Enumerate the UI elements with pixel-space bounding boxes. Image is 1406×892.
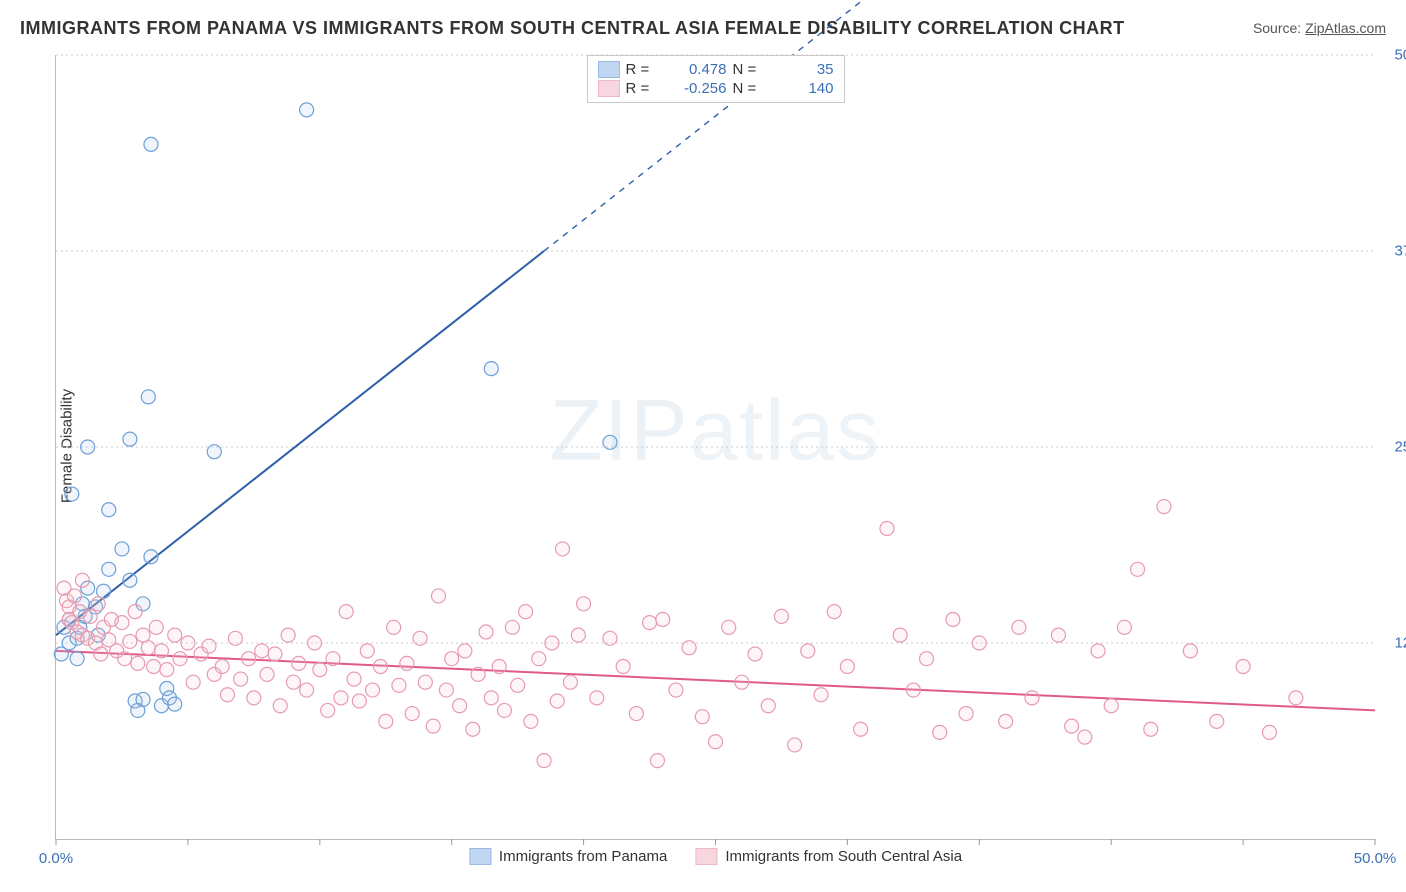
correlation-legend: R = 0.478 N = 35 R = -0.256 N = 140 [587, 55, 845, 103]
legend-r-value: 0.478 [662, 61, 727, 78]
series-legend: Immigrants from Panama Immigrants from So… [469, 848, 962, 865]
legend-n-value: 140 [769, 80, 834, 97]
plot-svg [56, 55, 1375, 839]
corr-legend-row: R = -0.256 N = 140 [598, 79, 834, 98]
y-tick-label: 50.0% [1394, 47, 1406, 64]
chart-title: IMMIGRANTS FROM PANAMA VS IMMIGRANTS FRO… [20, 18, 1125, 39]
legend-r-label: R = [626, 80, 656, 97]
legend-swatch [469, 848, 491, 865]
y-tick-label: 37.5% [1394, 243, 1406, 260]
y-tick-label: 25.0% [1394, 439, 1406, 456]
source-attribution: Source: ZipAtlas.com [1253, 20, 1386, 36]
y-tick-label: 12.5% [1394, 635, 1406, 652]
x-tick-label: 50.0% [1354, 850, 1397, 867]
legend-n-label: N = [733, 61, 763, 78]
chart-container: IMMIGRANTS FROM PANAMA VS IMMIGRANTS FRO… [0, 0, 1406, 892]
series-legend-item: Immigrants from Panama [469, 848, 667, 865]
x-tick-label: 0.0% [39, 850, 73, 867]
legend-swatch [695, 848, 717, 865]
legend-n-label: N = [733, 80, 763, 97]
source-link[interactable]: ZipAtlas.com [1305, 20, 1386, 36]
series-legend-label: Immigrants from South Central Asia [725, 848, 962, 865]
corr-legend-row: R = 0.478 N = 35 [598, 60, 834, 79]
source-prefix: Source: [1253, 20, 1305, 36]
series-legend-label: Immigrants from Panama [499, 848, 667, 865]
plot-area: ZIPatlas R =0.478N =35R =-0.256N =140 Im… [55, 55, 1375, 840]
legend-swatch [598, 80, 620, 97]
legend-r-label: R = [626, 61, 656, 78]
legend-r-value: -0.256 [662, 80, 727, 97]
series-legend-item: Immigrants from South Central Asia [695, 848, 962, 865]
legend-swatch [598, 61, 620, 78]
legend-n-value: 35 [769, 61, 834, 78]
